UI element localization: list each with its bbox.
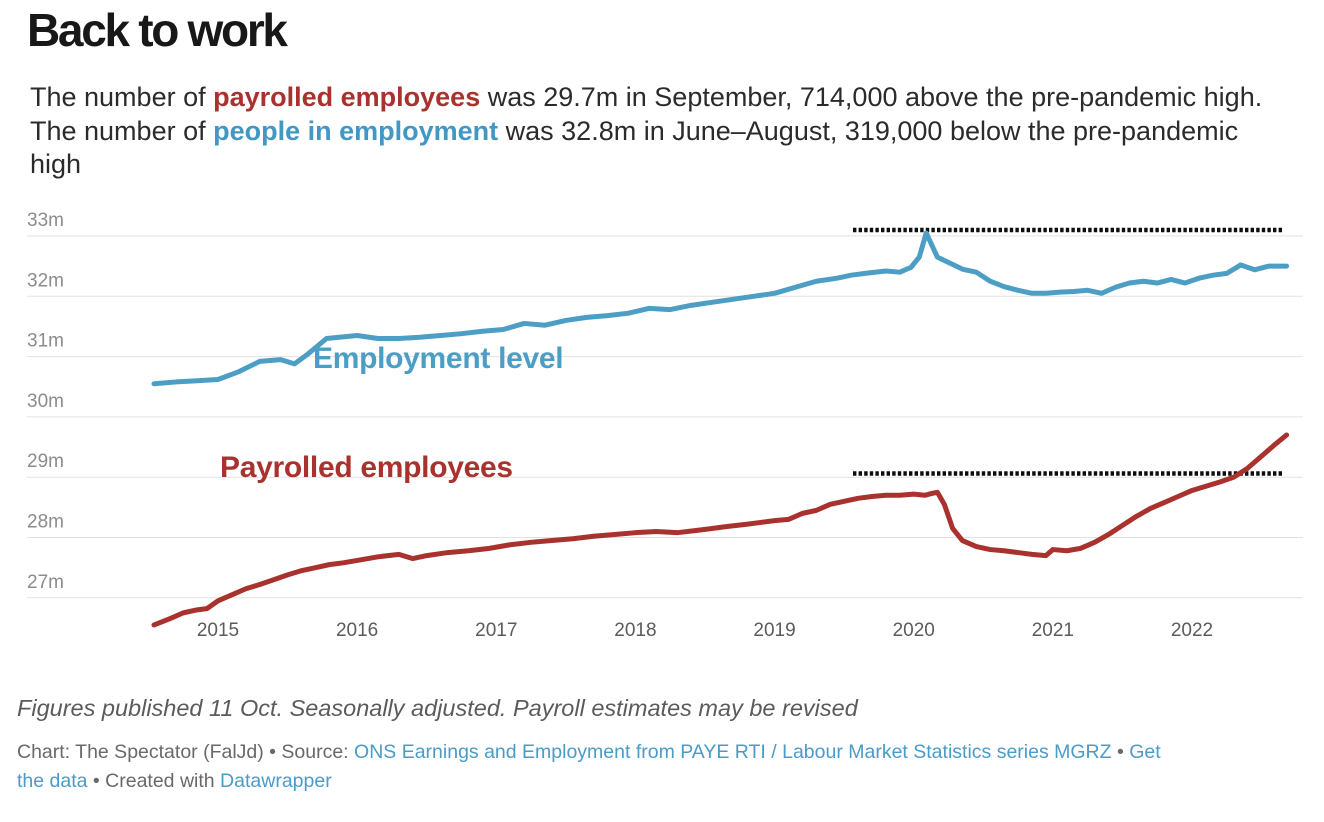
svg-text:2018: 2018 [614, 620, 656, 641]
svg-text:2020: 2020 [893, 620, 935, 641]
svg-text:2019: 2019 [753, 620, 795, 641]
svg-text:2017: 2017 [475, 620, 517, 641]
svg-text:33m: 33m [27, 210, 64, 231]
svg-text:29m: 29m [27, 451, 64, 472]
svg-text:32m: 32m [27, 270, 64, 291]
svg-text:2015: 2015 [197, 620, 239, 641]
svg-text:28m: 28m [27, 512, 64, 533]
svg-text:2021: 2021 [1032, 620, 1074, 641]
svg-text:2022: 2022 [1171, 620, 1213, 641]
svg-text:27m: 27m [27, 572, 64, 593]
svg-text:Employment level: Employment level [313, 342, 563, 375]
svg-text:30m: 30m [27, 391, 64, 412]
svg-text:31m: 31m [27, 331, 64, 352]
svg-text:Payrolled employees: Payrolled employees [220, 451, 513, 484]
svg-text:2016: 2016 [336, 620, 378, 641]
